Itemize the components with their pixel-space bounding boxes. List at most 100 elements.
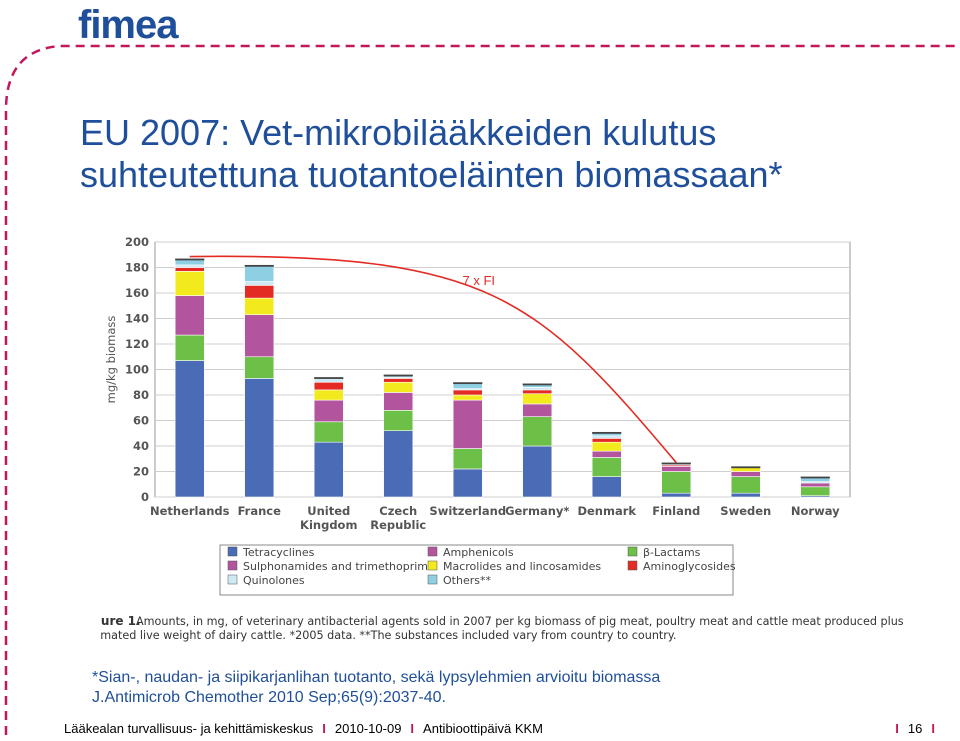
bar-segment	[591, 450, 622, 458]
y-tick-label: 60	[133, 414, 149, 428]
bar-cap	[314, 377, 344, 379]
bar-segment	[383, 381, 414, 393]
bar-cap	[175, 258, 205, 261]
bar-segment	[174, 360, 205, 498]
bar-segment	[452, 448, 483, 470]
bar-segment	[244, 378, 275, 498]
trend-line	[189, 255, 677, 464]
bar-segment	[730, 467, 761, 472]
bar-segment	[174, 271, 205, 296]
slide-title: EU 2007: Vet-mikrobilääkkeiden kulutus s…	[80, 112, 940, 196]
bar-segment	[244, 281, 275, 286]
bar-segment	[730, 471, 761, 477]
bar-segment	[383, 410, 414, 432]
footer-page: I 16 I	[886, 719, 944, 739]
bar-segment	[313, 379, 344, 383]
bar-segment	[591, 476, 622, 498]
bar-segment	[661, 471, 692, 494]
bar-segment	[383, 392, 414, 411]
y-tick-label: 200	[125, 235, 149, 249]
footer-organization: Lääkealan turvallisuus- ja kehittämiskes…	[64, 721, 314, 736]
bar-segment	[383, 430, 414, 498]
y-tick-label: 20	[133, 465, 149, 479]
y-axis-label: mg/kg biomass	[104, 316, 118, 404]
bar-segment	[522, 389, 553, 395]
y-tick-label: 180	[125, 261, 149, 275]
bar-cap	[800, 476, 830, 479]
legend-swatch	[427, 560, 438, 571]
footnote-reference: J.Antimicrob Chemother 2010 Sep;65(9):20…	[92, 689, 446, 706]
bar-segment	[452, 389, 483, 396]
bar-cap	[731, 466, 761, 469]
bar-segment	[661, 492, 692, 498]
bar-segment	[522, 403, 553, 417]
legend-swatch	[627, 546, 638, 557]
bar-stacks	[174, 258, 831, 498]
bar-segment	[383, 378, 414, 383]
bar-cap	[522, 383, 552, 386]
x-tick-label: Finland	[652, 504, 700, 518]
legend-label: Aminoglycosides	[643, 560, 736, 573]
x-tick-label: Switzerland	[429, 504, 506, 518]
footer-separator: I	[322, 721, 326, 736]
bar-segment	[452, 468, 483, 498]
x-tick-label: United	[307, 504, 350, 518]
bar-segment	[452, 399, 483, 449]
x-tick-label: Sweden	[720, 504, 771, 518]
legend-box	[219, 544, 734, 596]
logo-text: fimea	[78, 3, 179, 44]
bar-segment	[313, 441, 344, 498]
bar-segment	[313, 381, 344, 391]
legend-label: Amphenicols	[443, 546, 514, 559]
bar-cap	[383, 374, 413, 377]
y-tick-label: 0	[141, 490, 149, 504]
bar-cap	[592, 431, 622, 434]
bar-segment	[591, 457, 622, 477]
x-tick-label: Republic	[370, 518, 426, 532]
y-tick-label: 40	[133, 439, 149, 453]
axes: 0 20 40 60 80 100 120 140 160 180 200 mg/kg biomass…	[104, 235, 840, 532]
y-tick-label: 80	[133, 388, 149, 402]
legend-swatch	[227, 574, 238, 585]
x-tick-label: Germany*	[505, 504, 569, 518]
bar-segment	[174, 267, 205, 272]
bar-segment	[591, 435, 622, 439]
footnote-line1: *Sian-, naudan- ja siipikarjanlihan tuot…	[92, 669, 661, 686]
x-tick-label: Denmark	[577, 504, 636, 518]
y-tick-label: 100	[125, 363, 149, 377]
footer-event: Antibioottipäivä KKM	[423, 721, 543, 736]
bar-segment	[313, 389, 344, 401]
stacked-bar-chart: 0 20 40 60 80 100 120 140 160 180 200 mg/kg biomass…	[100, 235, 904, 642]
bar-segment	[313, 399, 344, 423]
bar-segment	[244, 356, 275, 379]
bar-segment	[522, 416, 553, 447]
legend-label: β-Lactams	[643, 546, 701, 559]
bar-segment	[800, 482, 831, 488]
footer-separator: I	[931, 721, 935, 736]
bar-cap	[453, 382, 483, 385]
page-number: 16	[907, 721, 923, 736]
legend-label: Others**	[443, 574, 491, 587]
legend-swatch	[227, 560, 238, 571]
slide-title-line1: EU 2007: Vet-mikrobilääkkeiden kulutus	[80, 112, 717, 153]
legend-label: Macrolides and lincosamides	[443, 560, 601, 573]
slide-footer: Lääkealan turvallisuus- ja kehittämiskes…	[64, 719, 954, 739]
bar-segment	[591, 441, 622, 452]
bar-segment	[244, 264, 275, 282]
bar-segment	[244, 297, 275, 315]
x-tick-label: Czech	[379, 504, 417, 518]
bar-segment	[522, 387, 553, 391]
legend-swatch	[427, 546, 438, 557]
footer-separator: I	[895, 721, 899, 736]
bar-segment	[313, 421, 344, 443]
x-tick-label: Netherlands	[150, 504, 230, 518]
x-tick-label: France	[238, 504, 282, 518]
y-tick-label: 140	[125, 312, 149, 326]
legend-swatch	[427, 574, 438, 585]
bar-segment	[174, 334, 205, 361]
trend-curve: 7 x FI	[189, 255, 677, 464]
figure-caption-line1: Amounts, in mg, of veterinary antibacter…	[136, 615, 904, 628]
legend-swatch	[227, 546, 238, 557]
x-tick-label: Kingdom	[300, 518, 357, 532]
y-tick-label: 160	[125, 286, 149, 300]
